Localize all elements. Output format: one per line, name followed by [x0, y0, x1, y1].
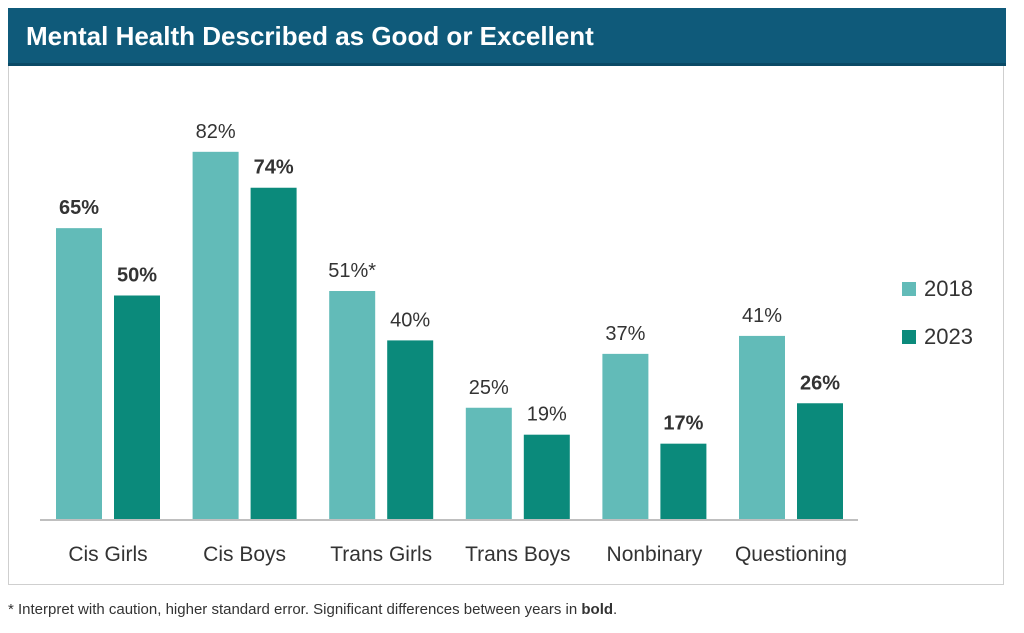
- data-label: 65%: [59, 197, 99, 219]
- footnote-bold: bold: [581, 601, 613, 618]
- bar-2018: [56, 228, 102, 520]
- category-label: Trans Girls: [330, 543, 432, 566]
- data-label: 19%: [527, 404, 567, 426]
- bar-2023: [797, 403, 843, 520]
- category-label: Cis Boys: [203, 543, 286, 566]
- legend-label-2018: 2018: [924, 276, 973, 302]
- bar-2023: [524, 435, 570, 520]
- bar-2018: [329, 291, 375, 520]
- data-label: 17%: [663, 413, 703, 435]
- data-label: 37%: [605, 323, 645, 345]
- bar-2023: [114, 296, 160, 521]
- bar-2018: [602, 354, 648, 520]
- data-label: 26%: [800, 372, 840, 394]
- data-label: 74%: [254, 157, 294, 179]
- legend-item-2018: 2018: [902, 272, 1012, 306]
- legend-swatch-2018: [902, 282, 916, 296]
- legend-item-2023: 2023: [902, 320, 1012, 354]
- bar-2023: [251, 188, 297, 520]
- footnote: * Interpret with caution, higher standar…: [8, 601, 617, 618]
- category-label: Nonbinary: [607, 543, 703, 566]
- data-label: 25%: [469, 377, 509, 399]
- bar-2023: [660, 444, 706, 520]
- category-label: Cis Girls: [68, 543, 147, 566]
- legend: 2018 2023: [902, 272, 1012, 368]
- legend-swatch-2023: [902, 330, 916, 344]
- bar-2023: [387, 340, 433, 520]
- bar-2018: [739, 336, 785, 520]
- data-label: 40%: [390, 309, 430, 331]
- bar-2018: [466, 408, 512, 520]
- category-label: Trans Boys: [465, 543, 570, 566]
- data-label: 41%: [742, 305, 782, 327]
- data-label: 82%: [196, 121, 236, 143]
- bar-2018: [193, 152, 239, 520]
- data-label: 51%*: [328, 260, 376, 282]
- category-label: Questioning: [735, 543, 847, 566]
- footnote-text: * Interpret with caution, higher standar…: [8, 601, 581, 618]
- legend-label-2023: 2023: [924, 324, 973, 350]
- footnote-end: .: [613, 601, 617, 618]
- data-label: 50%: [117, 265, 157, 287]
